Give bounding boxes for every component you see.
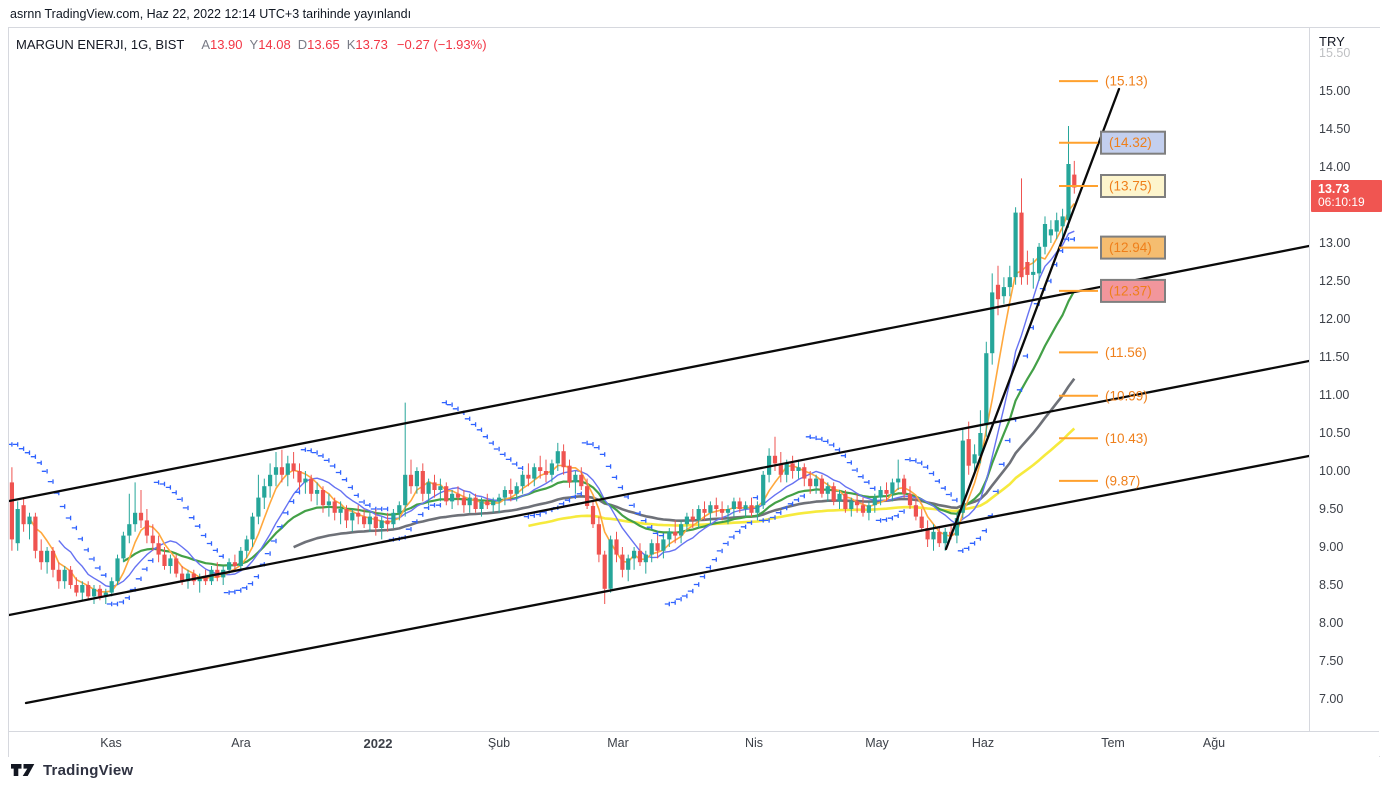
price-tick-7.50: 7.50 bbox=[1319, 654, 1344, 668]
low-label: D bbox=[297, 37, 308, 52]
svg-text:(14.32): (14.32) bbox=[1109, 135, 1152, 150]
time-tick-2022: 2022 bbox=[363, 736, 393, 751]
trendline-1[interactable] bbox=[9, 244, 1309, 503]
candles bbox=[9, 164, 1077, 597]
close-label: K bbox=[346, 37, 356, 52]
price-tick-15.00: 15.00 bbox=[1319, 84, 1351, 98]
price-tick-8.00: 8.00 bbox=[1319, 616, 1344, 630]
price-level-9.87[interactable]: (9.87) bbox=[1059, 473, 1140, 488]
price-tick-9.50: 9.50 bbox=[1319, 502, 1344, 516]
last-price-badge: 13.73 06:10:19 bbox=[1311, 179, 1382, 212]
low-value: 13.65 bbox=[307, 37, 340, 52]
trendline-2[interactable] bbox=[9, 359, 1309, 617]
time-tick-Haz: Haz bbox=[971, 736, 995, 750]
parabolic-sar-dots bbox=[9, 237, 1075, 607]
price-tick-12.00: 12.00 bbox=[1319, 312, 1351, 326]
trendline-3[interactable] bbox=[24, 454, 1309, 705]
svg-text:(13.75): (13.75) bbox=[1109, 179, 1152, 194]
close-value: 13.73 bbox=[355, 37, 388, 52]
price-tick-13.00: 13.00 bbox=[1319, 236, 1351, 250]
symbol-title: MARGUN ENERJI, 1G, BIST bbox=[16, 37, 185, 52]
price-level-12.94[interactable]: (12.94) bbox=[1059, 235, 1166, 260]
price-level-10.99[interactable]: (10.99) bbox=[1059, 388, 1148, 403]
ma-line-50 bbox=[293, 377, 1076, 549]
publisher-bar: asrnn TradingView.com, Haz 22, 2022 12:1… bbox=[10, 0, 411, 27]
time-tick-Ağu: Ağu bbox=[1202, 736, 1226, 750]
price-level-11.56[interactable]: (11.56) bbox=[1059, 345, 1147, 360]
last-price-time: 06:10:19 bbox=[1318, 194, 1365, 209]
price-tick-14.00: 14.00 bbox=[1319, 160, 1351, 174]
price-tick-15.50: 15.50 bbox=[1319, 46, 1351, 60]
open-label: A bbox=[201, 37, 210, 52]
tradingview-logo-text: TradingView bbox=[43, 761, 134, 779]
price-chart[interactable]: (15.13) (14.32) (13.75) (12.94) (12.37) (11.5… bbox=[9, 28, 1309, 731]
time-tick-Nis: Nis bbox=[744, 736, 764, 750]
ma-line-10 bbox=[58, 230, 1075, 588]
high-label: Y bbox=[249, 37, 259, 52]
change-value: −0.27 (−1.93%) bbox=[396, 37, 487, 52]
trendline-4[interactable] bbox=[944, 87, 1121, 551]
price-level-12.37[interactable]: (12.37) bbox=[1059, 278, 1166, 303]
price-tick-10.00: 10.00 bbox=[1319, 464, 1351, 478]
price-tick-11.00: 11.00 bbox=[1319, 388, 1350, 402]
chart-frame: (15.13) (14.32) (13.75) (12.94) (12.37) (11.5… bbox=[8, 27, 1382, 757]
price-axis[interactable]: TRY 13.73 06:10:19 15.50 15.00 14.50 14.00 1… bbox=[1309, 28, 1382, 756]
price-level-14.32[interactable]: (14.32) bbox=[1059, 130, 1166, 155]
svg-text:(11.56): (11.56) bbox=[1105, 345, 1147, 360]
time-tick-May: May bbox=[865, 736, 889, 750]
price-tick-12.50: 12.50 bbox=[1319, 274, 1351, 288]
publisher-text: asrnn TradingView.com, Haz 22, 2022 12:1… bbox=[10, 6, 412, 21]
time-tick-Şub: Şub bbox=[487, 736, 511, 750]
last-price: 13.73 bbox=[1318, 181, 1350, 196]
open-value: 13.90 bbox=[209, 37, 243, 52]
high-value: 14.08 bbox=[258, 37, 291, 52]
svg-text:(9.87): (9.87) bbox=[1105, 473, 1140, 488]
currency-label: TRY bbox=[1319, 34, 1345, 49]
time-axis[interactable]: Kas Ara 2022 Şub Mar Nis May Haz Tem Ağu bbox=[9, 731, 1379, 757]
time-tick-Mar: Mar bbox=[607, 736, 629, 750]
price-level-10.43[interactable]: (10.43) bbox=[1059, 431, 1148, 446]
tradingview-attribution: TradingView bbox=[10, 761, 133, 779]
svg-text:(15.13): (15.13) bbox=[1105, 74, 1148, 89]
tradingview-logo-icon bbox=[11, 764, 35, 776]
svg-text:(12.94): (12.94) bbox=[1109, 240, 1152, 255]
svg-text:(12.37): (12.37) bbox=[1109, 283, 1152, 298]
svg-text:(10.99): (10.99) bbox=[1105, 388, 1148, 403]
price-tick-11.50: 11.50 bbox=[1319, 350, 1350, 364]
price-tick-7.00: 7.00 bbox=[1319, 692, 1344, 706]
price-level-15.13[interactable]: (15.13) bbox=[1059, 74, 1148, 89]
ma-line-5 bbox=[28, 203, 1075, 593]
price-tick-10.50: 10.50 bbox=[1319, 426, 1351, 440]
price-tick-14.50: 14.50 bbox=[1319, 122, 1351, 136]
ma-line-90 bbox=[528, 427, 1076, 528]
candle-wicks-down bbox=[11, 160, 1075, 604]
time-tick-Ara: Ara bbox=[231, 736, 251, 750]
time-tick-Kas: Kas bbox=[100, 736, 122, 750]
price-level-13.75[interactable]: (13.75) bbox=[1059, 174, 1166, 198]
svg-text:(10.43): (10.43) bbox=[1105, 431, 1148, 446]
price-tick-8.50: 8.50 bbox=[1319, 578, 1344, 592]
time-tick-Tem: Tem bbox=[1101, 736, 1125, 750]
price-tick-9.00: 9.00 bbox=[1319, 540, 1344, 554]
